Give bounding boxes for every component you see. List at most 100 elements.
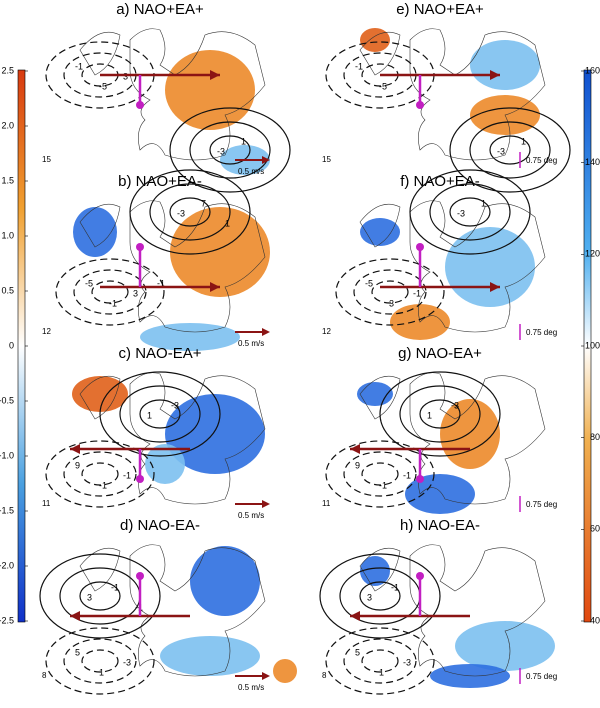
map-panel: f) NAO+EA- -5 -3 3 1 -1 12 0.75 deg	[322, 169, 557, 340]
anomaly-field	[405, 474, 475, 514]
contour-low	[335, 258, 445, 326]
anomaly-field	[273, 659, 297, 683]
shift-dot	[416, 101, 424, 109]
contour-low	[361, 649, 399, 673]
shift-dot	[136, 243, 144, 251]
anomaly-field	[190, 546, 260, 616]
contour-label: 5	[355, 647, 360, 657]
shift-dot	[416, 475, 424, 483]
shift-dot	[416, 243, 424, 251]
shift-dot	[136, 572, 144, 580]
colorbar-tick-label: 0	[9, 340, 14, 350]
coastline	[79, 372, 266, 505]
contour-label: 1	[427, 410, 432, 420]
contour-label: -1	[379, 480, 387, 490]
contour-label: 1	[481, 198, 486, 208]
sample-count: 15	[42, 155, 51, 164]
colorbar-tick-label: 2.5	[1, 65, 14, 75]
coastline	[79, 200, 266, 333]
map-panel: b) NAO+EA- -5 -3 -1 7 3 1 -1 12 0.5 m/s	[42, 169, 270, 351]
sample-count: 12	[322, 327, 331, 336]
contour-low	[73, 269, 147, 315]
contour-label: 3	[389, 298, 394, 308]
contour-label: -3	[403, 657, 411, 667]
anomaly-field	[440, 399, 500, 469]
colorbar-tick-label: -2.0	[0, 560, 14, 570]
colorbar-tick-label: -0.5	[0, 395, 14, 405]
wind-arrowhead	[70, 611, 80, 621]
shift-dot	[416, 572, 424, 580]
sample-count: 11	[322, 499, 331, 508]
panel-title: g) NAO-EA+	[398, 345, 482, 362]
colorbar-tick-label: 140	[585, 157, 600, 167]
coastline	[359, 200, 546, 333]
contour-label: -1	[403, 470, 411, 480]
contour-label: -1	[413, 288, 421, 298]
contour-high	[169, 107, 291, 193]
contour-low	[63, 451, 137, 497]
contour-low	[55, 258, 165, 326]
contour-high	[209, 135, 251, 165]
contour-high	[419, 399, 461, 429]
contour-label: 1	[225, 218, 230, 228]
contour-low	[371, 280, 409, 304]
anomaly-field	[73, 207, 117, 257]
contour-low	[81, 462, 119, 486]
wind-arrowhead	[210, 282, 220, 292]
sample-count: 8	[42, 671, 47, 680]
colorbar-tick-label: -1.5	[0, 505, 14, 515]
coastline	[79, 28, 266, 161]
contour-low	[343, 451, 417, 497]
contour-low	[325, 627, 435, 695]
anomaly-field	[160, 636, 260, 676]
anomaly-field	[357, 382, 393, 406]
wind-arrowhead	[490, 70, 500, 80]
contour-high	[469, 121, 551, 179]
contour-label: 3	[367, 592, 372, 602]
contour-high	[409, 169, 531, 255]
colorbar-tick-label: 0.5	[1, 285, 14, 295]
contour-high	[319, 553, 441, 639]
panel-title: f) NAO+EA-	[400, 173, 480, 190]
contour-label: -5	[365, 278, 373, 288]
contour-high	[449, 197, 491, 227]
contour-label: -3	[497, 146, 505, 156]
contour-high	[39, 553, 161, 639]
contour-label: 9	[75, 460, 80, 470]
contour-label: 3	[123, 71, 128, 81]
wind-arrowhead	[490, 282, 500, 292]
anomaly-field	[455, 621, 555, 671]
contour-low	[91, 280, 129, 304]
scale-label: 0.5 m/s	[238, 683, 264, 692]
contour-label: -5	[379, 81, 387, 91]
anomaly-field	[165, 50, 255, 130]
wind-arrowhead	[210, 70, 220, 80]
scale-label: 0.5 m/s	[238, 511, 264, 520]
coastline	[359, 28, 546, 161]
colorbar-tick-label: 100	[585, 340, 600, 350]
wind-arrowhead	[350, 611, 360, 621]
panel-title: h) NAO-EA-	[400, 517, 480, 534]
contour-label: 1	[99, 667, 104, 677]
left-colorbar	[17, 69, 26, 623]
colorbar-tick-label: 40	[590, 615, 600, 625]
contour-label: -1	[111, 582, 119, 592]
contour-low	[325, 440, 435, 508]
scale-arrowhead	[262, 156, 270, 164]
contour-label: -1	[99, 480, 107, 490]
sample-count: 11	[42, 499, 51, 508]
contour-label: 9	[355, 460, 360, 470]
contour-label: -1	[123, 470, 131, 480]
contour-label: -3	[123, 657, 131, 667]
contour-label: -3	[177, 208, 185, 218]
contour-low	[45, 440, 155, 508]
colorbar-tick-label: 80	[590, 432, 600, 442]
contour-low	[361, 462, 399, 486]
contour-label: -1	[355, 61, 363, 71]
colorbar-tick-label: 160	[585, 65, 600, 75]
scale-label: 0.5 m/s	[238, 167, 264, 176]
anomaly-field	[360, 28, 390, 52]
contour-high	[129, 169, 251, 255]
anomaly-field	[470, 40, 540, 90]
contour-low	[81, 649, 119, 673]
